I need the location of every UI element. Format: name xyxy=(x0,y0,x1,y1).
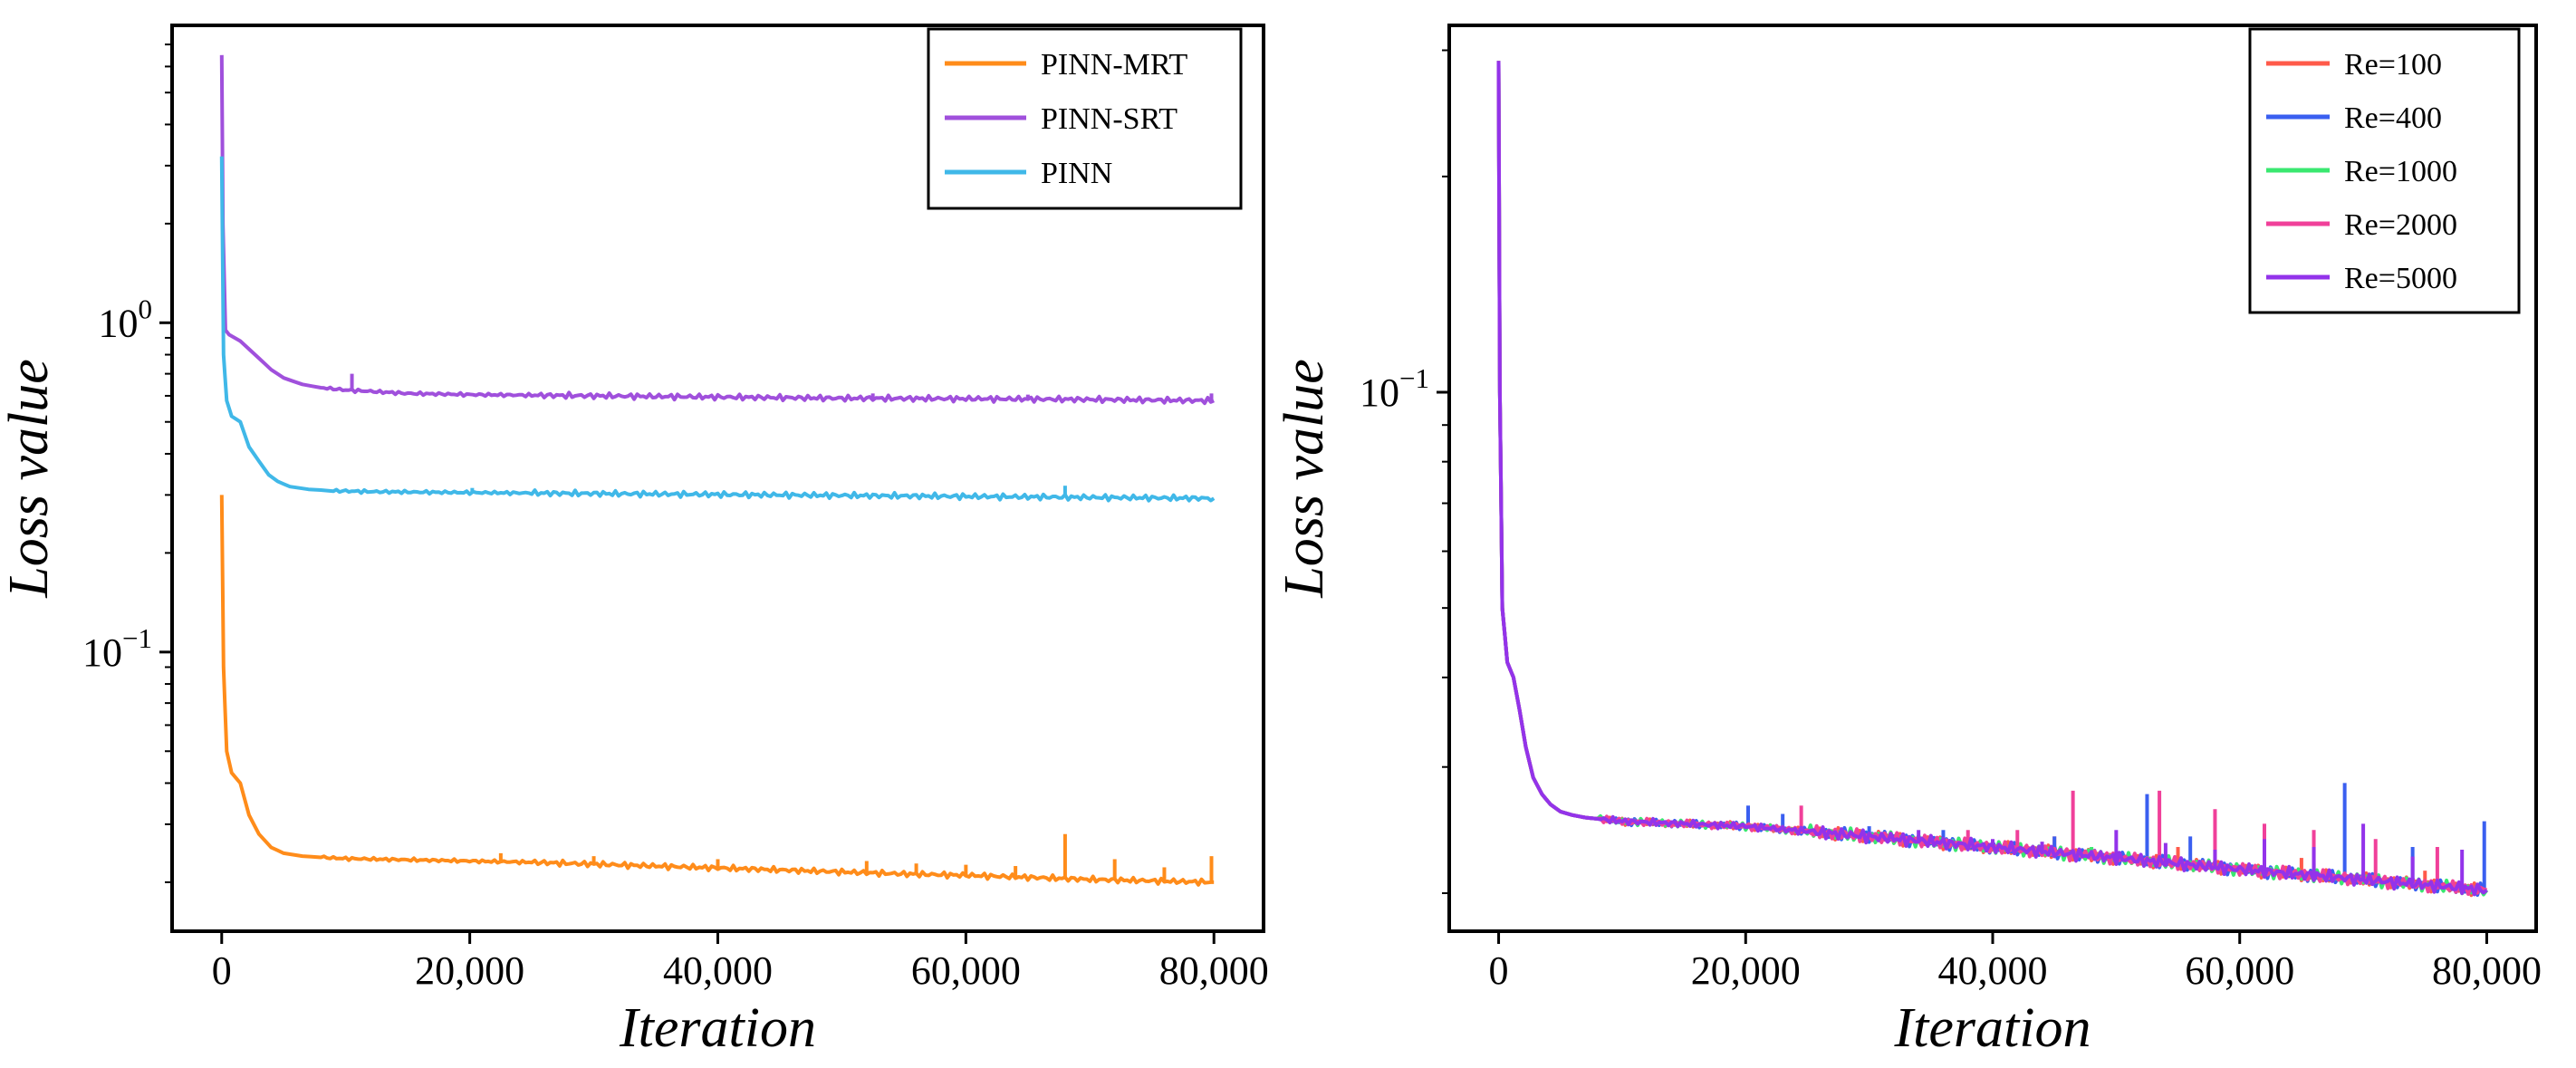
legend-label-re-2000: Re=2000 xyxy=(2344,208,2457,242)
left-panel-mrt-srt-pinn: 0 20,000 40,000 60,000 80,000 100 10−1 Iteratio… xyxy=(0,24,1269,1059)
x-axis-label: Iteration xyxy=(619,997,816,1059)
x-tick-label: 40,000 xyxy=(663,948,773,993)
plot-area xyxy=(1496,61,2489,898)
y-axis-label: Loss value xyxy=(0,359,60,599)
x-tick-label: 40,000 xyxy=(1938,948,2048,993)
y-tick-label: 100 xyxy=(99,293,153,345)
series-line-re-5000 xyxy=(1496,61,2488,897)
x-tick-label: 80,000 xyxy=(1159,948,1269,993)
series-line-pinn-mrt xyxy=(219,495,1215,887)
right-panel-reynolds: 0 20,000 40,000 60,000 80,000 10−1 Iteration Lo… xyxy=(1274,24,2542,1059)
x-tick-label: 20,000 xyxy=(1691,948,1801,993)
x-tick-label: 0 xyxy=(1489,948,1509,993)
y-tick-label: 10−1 xyxy=(1360,362,1429,415)
legend-label-re-400: Re=400 xyxy=(2344,101,2442,135)
x-tick-label: 60,000 xyxy=(2185,948,2294,993)
series-line-pinn xyxy=(219,156,1216,503)
y-tick-label: 10−1 xyxy=(82,622,152,675)
x-tick-label: 20,000 xyxy=(415,948,524,993)
legend-label-pinn-srt: PINN-SRT xyxy=(1041,102,1177,136)
x-axis-label: Iteration xyxy=(1894,997,2091,1059)
y-axis-label: Loss value xyxy=(1274,359,1335,599)
series-line-pinn-srt xyxy=(219,54,1216,406)
x-tick-label: 0 xyxy=(212,948,232,993)
plot-area xyxy=(219,54,1216,887)
legend-label-re-100: Re=100 xyxy=(2344,48,2442,82)
legend: Re=100 Re=400 Re=1000 Re=2000 Re=5000 xyxy=(2248,27,2521,314)
x-tick-label: 60,000 xyxy=(911,948,1021,993)
x-tick-label: 80,000 xyxy=(2432,948,2542,993)
legend-label-pinn: PINN xyxy=(1041,157,1112,190)
legend-label-re-1000: Re=1000 xyxy=(2344,155,2457,188)
legend: PINN-MRT PINN-SRT PINN xyxy=(927,27,1243,210)
legend-label-pinn-mrt: PINN-MRT xyxy=(1041,48,1188,82)
legend-label-re-5000: Re=5000 xyxy=(2344,262,2457,295)
